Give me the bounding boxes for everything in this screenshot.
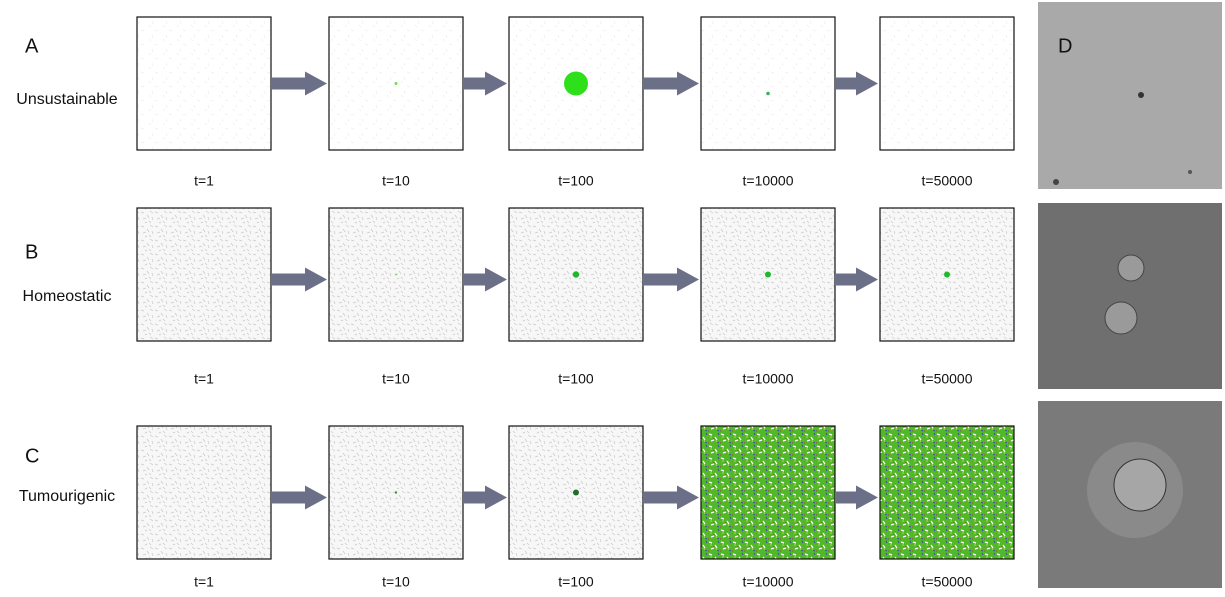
spheroid [1118, 255, 1144, 281]
arrow [271, 268, 327, 292]
cell-cluster [395, 82, 398, 85]
row-letter: A [25, 35, 39, 57]
row-label: Homeostatic [23, 288, 112, 305]
arrow [835, 268, 878, 292]
row-label: Unsustainable [16, 91, 118, 108]
arrow [835, 486, 878, 510]
cell-cluster [395, 274, 397, 276]
spheroid [1114, 459, 1166, 511]
cell-cluster [944, 272, 950, 278]
arrow [271, 72, 327, 96]
time-label: t=10 [382, 371, 410, 387]
arrow [643, 72, 699, 96]
arrow [463, 72, 507, 96]
cell [1188, 170, 1192, 174]
row-letter: B [25, 241, 38, 263]
cell-cluster [573, 490, 579, 496]
time-label: t=10 [382, 173, 410, 189]
simulation-panel [701, 426, 835, 559]
micrograph [1038, 2, 1222, 189]
time-label: t=10 [382, 574, 410, 590]
time-label: t=100 [558, 371, 594, 387]
arrow [463, 268, 507, 292]
time-label: t=1 [194, 173, 214, 189]
time-label: t=50000 [922, 574, 973, 590]
time-label: t=100 [558, 574, 594, 590]
time-label: t=50000 [922, 173, 973, 189]
arrow [643, 268, 699, 292]
time-label: t=50000 [922, 371, 973, 387]
panel-letter: D [1058, 35, 1072, 57]
time-label: t=1 [194, 371, 214, 387]
time-label: t=1 [194, 574, 214, 590]
arrow [835, 72, 878, 96]
cell [1053, 179, 1059, 185]
cell-cluster [573, 271, 579, 277]
micrographs [1038, 2, 1222, 588]
simulation-panel [701, 17, 835, 150]
spheroid [1105, 302, 1137, 334]
time-label: t=10000 [743, 173, 794, 189]
simulation-panel [880, 426, 1014, 559]
cell-cluster [395, 491, 397, 493]
simulation-panel [137, 17, 271, 150]
arrow [643, 486, 699, 510]
arrow [271, 486, 327, 510]
simulation-panel [137, 208, 271, 341]
simulation-panel [880, 17, 1014, 150]
cell-cluster [766, 92, 770, 96]
row-letter: C [25, 445, 39, 467]
simulation-panel [137, 426, 271, 559]
time-label: t=10000 [743, 574, 794, 590]
cell [1138, 92, 1144, 98]
micrograph [1038, 203, 1222, 389]
row-label: Tumourigenic [19, 488, 115, 505]
time-label: t=10000 [743, 371, 794, 387]
cell-cluster [564, 72, 588, 96]
cell-cluster [765, 272, 771, 278]
arrow [463, 486, 507, 510]
time-label: t=100 [558, 173, 594, 189]
figure: D A Unsustainable t=1 t=10 t=100 t=10000 t=500… [0, 0, 1225, 592]
